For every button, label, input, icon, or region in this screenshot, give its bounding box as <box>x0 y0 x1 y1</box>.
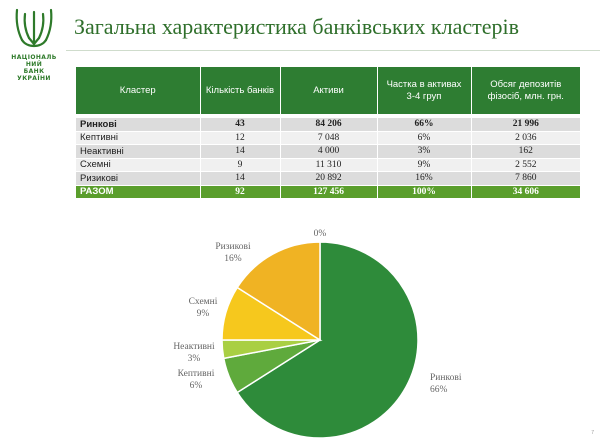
cell-deposits: 34 606 <box>471 184 580 198</box>
cell-assets: 4 000 <box>280 144 378 158</box>
pie-slice-label: Ризикові 16% <box>215 242 251 264</box>
table-header-row: Кластер Кількість банків Активи Частка в… <box>76 67 580 116</box>
cell-assets: 20 892 <box>280 171 378 185</box>
cell-banks: 14 <box>200 171 281 185</box>
cell-cluster: Ринкові <box>76 114 201 131</box>
nbu-logo: НАЦІОНАЛЬ НИЙ БАНК УКРАЇНИ <box>8 6 60 86</box>
page-number: 7 <box>591 430 594 436</box>
cell-share: 66% <box>377 114 472 131</box>
table-total-row: РАЗОМ 92 127 456 100% 34 606 <box>76 184 580 198</box>
nbu-emblem-icon <box>15 8 53 48</box>
cell-cluster: Кептивні <box>76 130 201 145</box>
cell-deposits: 162 <box>471 144 580 158</box>
table-row: Кептивні 12 7 048 6% 2 036 <box>76 130 580 145</box>
cell-share: 16% <box>377 171 472 185</box>
pie-slice-label: 0% <box>314 229 327 239</box>
table-row: Ринкові 43 84 206 66% 21 996 <box>76 114 580 131</box>
cell-assets: 127 456 <box>280 184 378 198</box>
page-title: Загальна характеристика банківських клас… <box>74 14 520 39</box>
cell-deposits: 7 860 <box>471 171 580 185</box>
col-header-deposits: Обсяг депозитів фізосіб, млн. грн. <box>471 67 580 116</box>
table-row: Ризикові 14 20 892 16% 7 860 <box>76 171 580 185</box>
cell-share: 100% <box>377 184 472 198</box>
cell-share: 6% <box>377 130 472 145</box>
cell-banks: 92 <box>200 184 281 198</box>
cell-deposits: 2 036 <box>471 130 580 145</box>
col-header-share: Частка в активах 3-4 груп <box>377 67 472 116</box>
pie-slice-label: Кептивні 6% <box>178 369 215 391</box>
pie-slice <box>236 241 321 342</box>
cell-banks: 14 <box>200 144 281 158</box>
cell-cluster: Неактивні <box>76 144 201 158</box>
logo-text: НАЦІОНАЛЬ НИЙ БАНК УКРАЇНИ <box>11 54 57 82</box>
cell-assets: 84 206 <box>280 114 378 131</box>
col-header-cluster: Кластер <box>76 67 201 116</box>
cell-share: 9% <box>377 157 472 172</box>
pie-chart-svg: Ринкові 66% Кептивні 6% Неактивні 3% Схемні 9% Р… <box>173 229 462 439</box>
cell-banks: 9 <box>200 157 281 172</box>
table-row: Схемні 9 11 310 9% 2 552 <box>76 157 580 172</box>
title-divider <box>66 50 600 51</box>
cell-assets: 11 310 <box>280 157 378 172</box>
cell-banks: 43 <box>200 114 281 131</box>
clusters-table: Кластер Кількість банків Активи Частка в… <box>76 67 580 198</box>
pie-chart: Ринкові 66% Кептивні 6% Неактивні 3% Схемні 9% Р… <box>0 228 600 442</box>
pie-slice-label: Ринкові 66% <box>430 373 462 395</box>
cell-cluster: РАЗОМ <box>76 184 201 198</box>
cell-share: 3% <box>377 144 472 158</box>
col-header-banks: Кількість банків <box>200 67 281 116</box>
pie-slice <box>236 241 419 439</box>
cell-deposits: 21 996 <box>471 114 580 131</box>
pie-slice-label: Неактивні 3% <box>173 342 215 364</box>
cell-cluster: Ризикові <box>76 171 201 185</box>
cell-cluster: Схемні <box>76 157 201 172</box>
col-header-assets: Активи <box>280 67 378 116</box>
cell-deposits: 2 552 <box>471 157 580 172</box>
table-row: Неактивні 14 4 000 3% 162 <box>76 144 580 158</box>
pie-slice-label: Схемні 9% <box>189 297 218 319</box>
cell-assets: 7 048 <box>280 130 378 145</box>
cell-banks: 12 <box>200 130 281 145</box>
